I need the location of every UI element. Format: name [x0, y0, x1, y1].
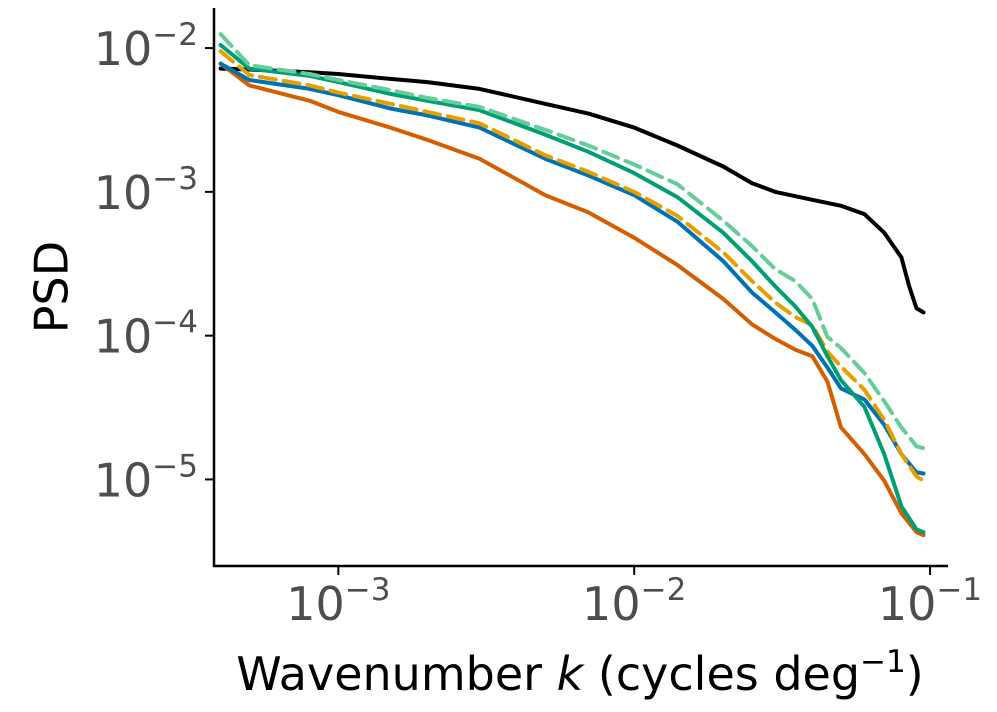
x-axis-title: Wavenumber k (cycles deg−1)	[236, 644, 923, 701]
series-line-green	[218, 43, 926, 535]
y-ticks: 10−2 10−3 10−4 10−5	[94, 17, 214, 507]
y-tick-label: 10−5	[94, 448, 198, 507]
y-tick-label: 10−2	[94, 17, 198, 76]
x-tick-label: 10−2	[582, 572, 686, 631]
series-layer	[218, 32, 926, 538]
y-axis-title: PSD	[25, 241, 79, 333]
x-tick-label: 10−1	[878, 572, 982, 631]
x-axis-title-variable: k	[557, 647, 586, 701]
x-tick-label: 10−3	[286, 572, 390, 631]
series-line-black	[218, 66, 926, 315]
x-axis-title-exponent: −1	[860, 644, 906, 680]
series-line-blue	[218, 61, 926, 476]
x-ticks: 10−3 10−2 10−1	[286, 566, 982, 631]
x-axis-title-close: )	[906, 647, 924, 701]
y-tick-label: 10−3	[94, 161, 198, 220]
y-tick-label: 10−4	[94, 305, 198, 364]
series-line-yellow-dashed	[218, 49, 926, 483]
series-line-light-green-dashed	[218, 32, 926, 451]
x-axis-title-main: Wavenumber	[236, 647, 556, 701]
series-line-orange	[218, 61, 926, 538]
x-axis-title-unit: (cycles deg	[583, 647, 860, 701]
